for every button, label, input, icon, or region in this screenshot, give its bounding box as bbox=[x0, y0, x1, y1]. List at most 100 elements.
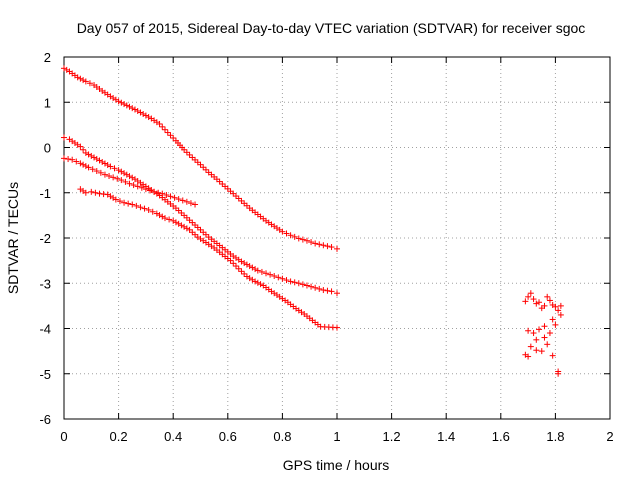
data-point bbox=[170, 134, 177, 141]
data-point bbox=[88, 188, 95, 195]
data-point bbox=[167, 132, 174, 139]
data-point bbox=[246, 263, 253, 270]
data-point bbox=[101, 160, 108, 167]
data-point bbox=[334, 245, 340, 252]
data-point bbox=[538, 348, 545, 355]
data-point bbox=[552, 303, 559, 310]
data-point bbox=[88, 152, 95, 159]
y-tick-label: 2 bbox=[44, 50, 51, 65]
data-point bbox=[533, 300, 540, 307]
x-tick-label: 0.4 bbox=[164, 429, 182, 444]
data-point bbox=[175, 220, 182, 227]
data-point bbox=[159, 123, 166, 130]
data-point bbox=[557, 302, 564, 309]
data-point bbox=[279, 228, 286, 235]
data-point bbox=[279, 275, 286, 282]
data-point bbox=[101, 171, 108, 178]
data-point bbox=[86, 80, 93, 87]
data-point bbox=[299, 236, 306, 243]
data-point bbox=[257, 281, 264, 288]
data-point bbox=[536, 326, 543, 333]
data-point bbox=[287, 278, 294, 285]
data-point bbox=[522, 298, 529, 305]
data-point bbox=[271, 273, 278, 280]
data-point bbox=[258, 268, 265, 275]
series-track-3 bbox=[61, 155, 199, 208]
data-point bbox=[126, 103, 133, 110]
data-point bbox=[142, 186, 149, 193]
data-point bbox=[140, 111, 147, 118]
data-point bbox=[316, 285, 323, 292]
data-point bbox=[549, 316, 556, 323]
data-point bbox=[202, 166, 209, 173]
series-track-4 bbox=[77, 186, 340, 331]
data-point bbox=[129, 174, 136, 181]
data-point bbox=[536, 299, 543, 306]
data-point bbox=[312, 240, 319, 247]
data-point bbox=[181, 223, 188, 230]
data-point bbox=[118, 99, 125, 106]
data-points bbox=[61, 65, 564, 377]
data-point bbox=[69, 156, 76, 163]
y-tick-label: 0 bbox=[44, 141, 51, 156]
x-axis-ticks: 0 0.2 0.4 0.6 0.8 1 1.2 1.4 1.6 1.8 2 bbox=[60, 57, 614, 444]
data-point bbox=[546, 297, 553, 304]
data-point bbox=[77, 160, 84, 167]
data-point bbox=[145, 206, 152, 213]
data-point bbox=[80, 146, 87, 153]
data-point bbox=[235, 265, 242, 272]
data-point bbox=[186, 151, 193, 158]
data-point bbox=[121, 101, 128, 108]
data-point bbox=[121, 170, 128, 177]
data-point bbox=[112, 196, 119, 203]
series-cluster bbox=[522, 290, 564, 377]
data-point bbox=[187, 200, 194, 207]
data-point bbox=[93, 168, 100, 175]
data-point bbox=[324, 243, 331, 250]
data-point bbox=[159, 190, 166, 197]
data-point bbox=[142, 112, 149, 119]
data-point bbox=[241, 260, 248, 267]
data-point bbox=[126, 173, 133, 180]
data-point bbox=[179, 197, 186, 204]
data-point bbox=[241, 270, 248, 277]
data-point bbox=[145, 114, 152, 121]
data-point bbox=[162, 126, 169, 133]
data-point bbox=[546, 330, 553, 337]
data-point bbox=[316, 241, 323, 248]
data-point bbox=[555, 370, 562, 377]
data-point bbox=[104, 161, 111, 168]
y-axis-ticks: 2 1 0 -1 -2 -3 -4 -5 -6 bbox=[39, 50, 610, 427]
data-point bbox=[74, 74, 81, 81]
data-point bbox=[149, 208, 156, 215]
data-point bbox=[77, 143, 84, 150]
data-point bbox=[80, 77, 87, 84]
x-tick-label: 0.6 bbox=[219, 429, 237, 444]
data-point bbox=[525, 327, 532, 334]
data-point bbox=[96, 157, 103, 164]
data-point bbox=[73, 158, 80, 165]
data-point bbox=[156, 212, 163, 219]
data-point bbox=[115, 98, 122, 105]
x-axis-label: GPS time / hours bbox=[283, 457, 390, 473]
data-point bbox=[99, 158, 106, 165]
y-tick-label: -4 bbox=[39, 322, 51, 337]
data-point bbox=[200, 164, 207, 171]
x-tick-label: 1.4 bbox=[437, 429, 455, 444]
data-point bbox=[122, 178, 129, 185]
data-point bbox=[303, 282, 310, 289]
data-point bbox=[295, 235, 302, 242]
data-point bbox=[544, 341, 551, 348]
y-tick-label: -3 bbox=[39, 276, 51, 291]
data-point bbox=[61, 65, 67, 72]
data-point bbox=[130, 182, 137, 189]
data-point bbox=[552, 321, 559, 328]
series-track-2 bbox=[61, 134, 340, 297]
data-point bbox=[97, 169, 104, 176]
data-point bbox=[192, 201, 199, 208]
y-tick-label: -6 bbox=[39, 412, 51, 427]
data-point bbox=[254, 267, 261, 274]
data-point bbox=[137, 204, 144, 211]
y-tick-label: -1 bbox=[39, 186, 51, 201]
